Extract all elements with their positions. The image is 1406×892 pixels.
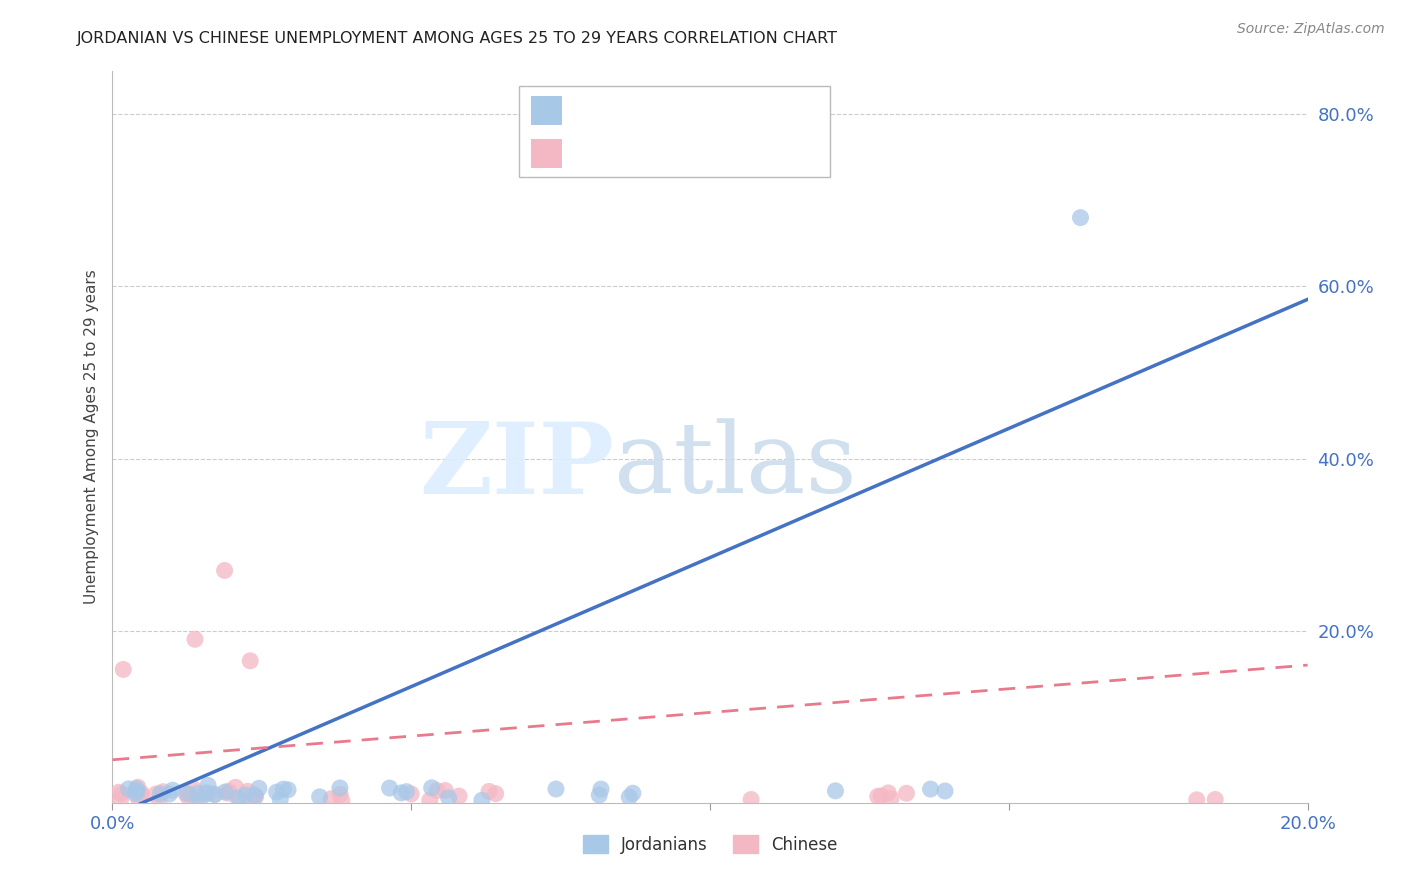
Point (588, 788, 610, 802)
Point (224, 780, 246, 795)
Point (187, 786, 209, 800)
Point (162, 783, 184, 797)
Point (449, 789, 471, 803)
Point (181, 781, 204, 796)
Point (419, 793, 441, 807)
Point (880, 791, 903, 805)
Point (124, 787, 146, 801)
Text: ZIP: ZIP (419, 417, 614, 515)
Point (824, 784, 846, 798)
Point (426, 783, 449, 797)
Point (214, 785, 236, 799)
Point (174, 787, 197, 801)
Point (478, 784, 501, 798)
Point (308, 789, 330, 804)
Point (239, 654, 262, 668)
Point (110, 793, 132, 807)
Point (236, 784, 259, 798)
Point (420, 780, 443, 795)
Point (229, 793, 252, 807)
Point (329, 788, 352, 802)
Point (177, 789, 200, 804)
Point (619, 790, 641, 805)
Point (277, 782, 299, 797)
Point (187, 792, 209, 806)
Point (395, 785, 418, 799)
Point (129, 787, 152, 801)
Legend: Jordanians, Chinese: Jordanians, Chinese (576, 829, 844, 860)
Point (243, 789, 266, 804)
Point (217, 786, 239, 800)
Point (152, 785, 174, 799)
Point (273, 782, 295, 797)
Point (226, 791, 249, 805)
Point (740, 792, 762, 806)
Point (621, 786, 644, 800)
Text: JORDANIAN VS CHINESE UNEMPLOYMENT AMONG AGES 25 TO 29 YEARS CORRELATION CHART: JORDANIAN VS CHINESE UNEMPLOYMENT AMONG … (77, 31, 838, 46)
Point (124, 785, 146, 799)
Point (148, 793, 170, 807)
Point (125, 781, 148, 796)
Point (247, 781, 270, 796)
Point (197, 786, 219, 800)
Point (127, 780, 149, 795)
Point (184, 632, 207, 647)
Point (471, 793, 494, 807)
Point (544, 782, 567, 797)
Point (266, 785, 288, 799)
Point (188, 794, 211, 808)
Point (204, 788, 226, 802)
Point (110, 787, 132, 801)
Point (896, 786, 918, 800)
Point (437, 790, 460, 805)
Point (243, 788, 266, 802)
Point (319, 791, 342, 805)
Point (269, 792, 291, 806)
Point (107, 785, 129, 799)
Point (389, 786, 412, 800)
Point (177, 787, 200, 801)
Point (870, 789, 893, 803)
Point (149, 787, 172, 801)
Point (127, 784, 149, 798)
Point (245, 789, 267, 804)
Point (204, 787, 226, 801)
Point (1204, 792, 1226, 806)
Point (399, 787, 422, 801)
Point (920, 782, 942, 797)
Point (485, 787, 508, 801)
Y-axis label: Unemployment Among Ages 25 to 29 years: Unemployment Among Ages 25 to 29 years (83, 269, 98, 605)
Point (145, 787, 167, 801)
Point (866, 789, 889, 804)
Point (157, 787, 180, 801)
Point (235, 788, 257, 802)
Point (329, 780, 352, 795)
Point (218, 784, 240, 798)
Point (1185, 793, 1208, 807)
Point (330, 794, 353, 808)
Text: atlas: atlas (614, 418, 858, 514)
Point (197, 779, 219, 793)
Point (131, 787, 153, 801)
Point (214, 564, 236, 578)
Point (112, 662, 135, 676)
Text: Source: ZipAtlas.com: Source: ZipAtlas.com (1237, 22, 1385, 37)
Point (877, 786, 900, 800)
Point (117, 781, 139, 796)
Point (1070, 211, 1092, 225)
Point (378, 780, 401, 795)
Point (127, 790, 149, 805)
Point (194, 786, 217, 800)
Point (434, 783, 457, 797)
Point (589, 782, 612, 797)
Point (934, 784, 956, 798)
